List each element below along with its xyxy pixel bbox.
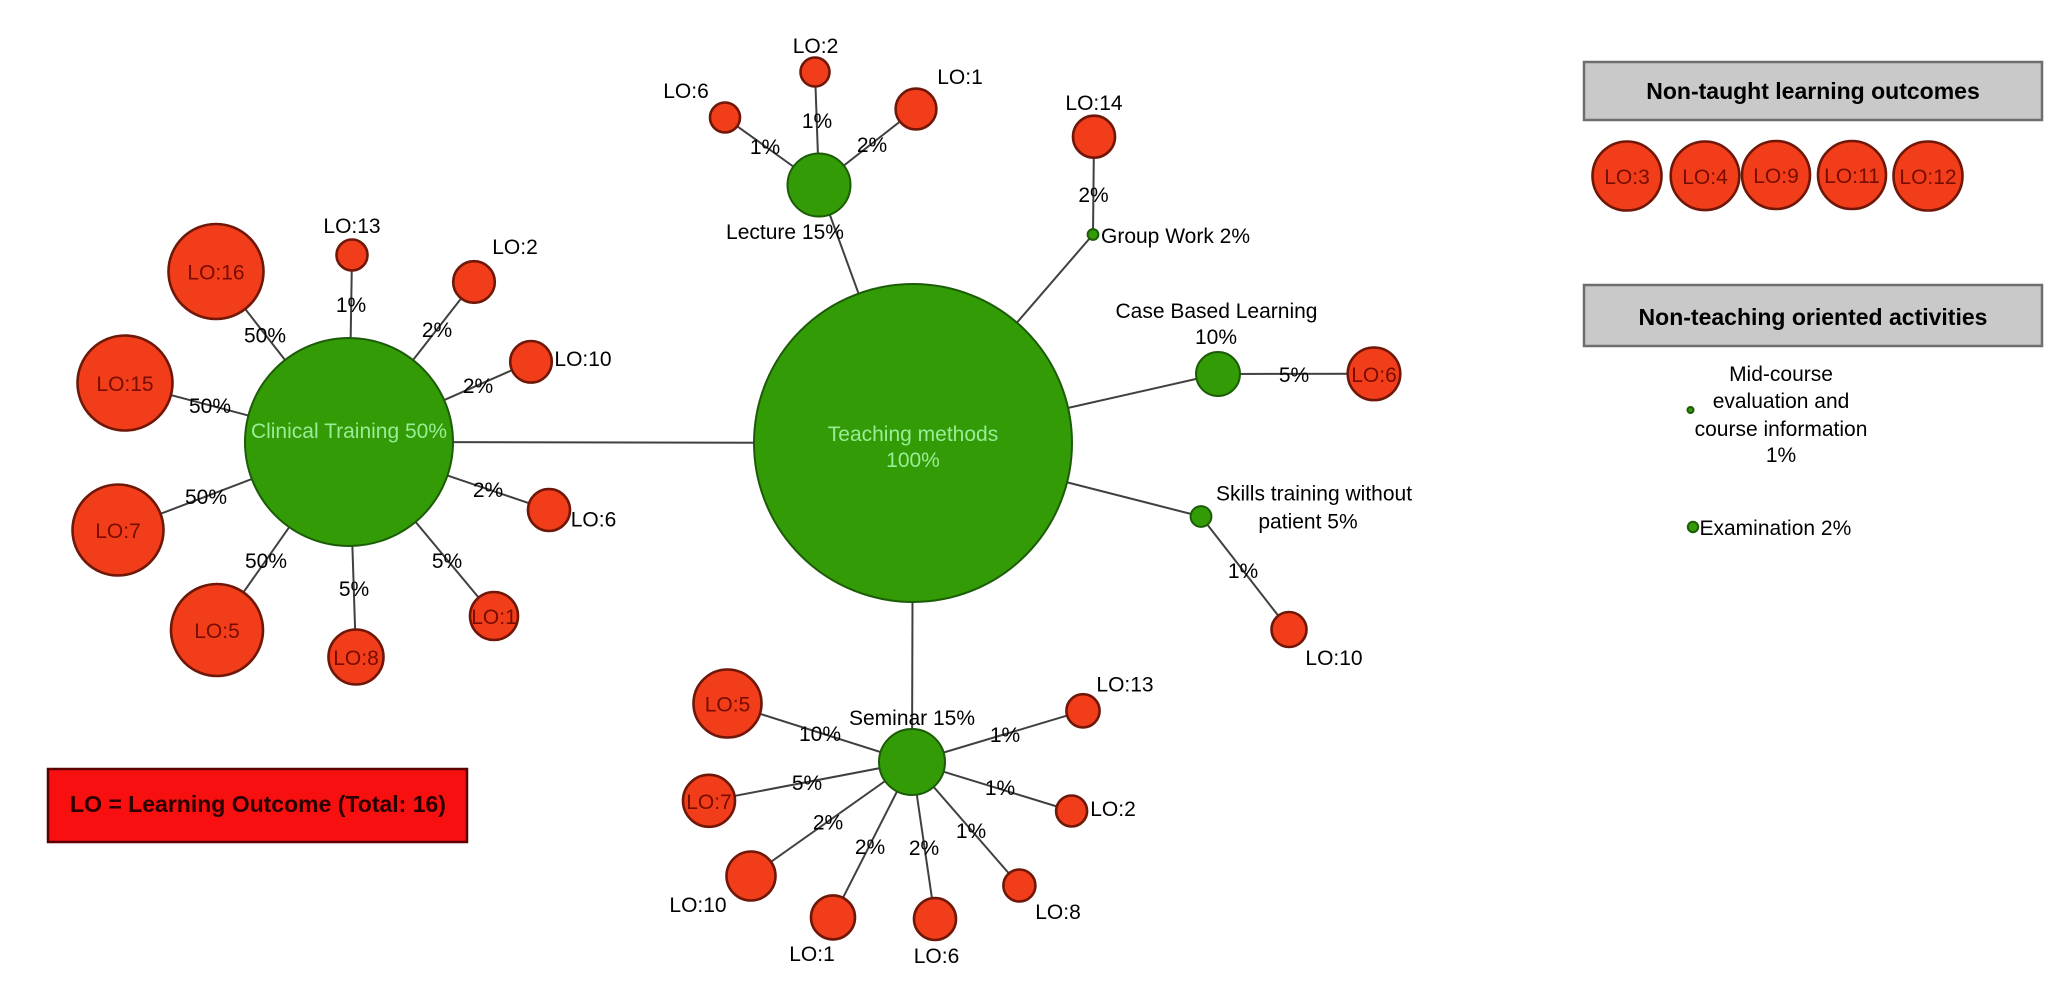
svg-text:Teaching methods: Teaching methods bbox=[828, 423, 998, 446]
svg-text:LO:10: LO:10 bbox=[1305, 647, 1362, 670]
svg-text:50%: 50% bbox=[244, 325, 286, 348]
svg-text:10%: 10% bbox=[1195, 326, 1237, 349]
svg-text:5%: 5% bbox=[792, 772, 822, 795]
svg-text:LO:14: LO:14 bbox=[1065, 92, 1123, 115]
svg-text:50%: 50% bbox=[185, 486, 227, 509]
svg-text:LO:8: LO:8 bbox=[333, 647, 379, 670]
svg-text:course information: course information bbox=[1695, 418, 1868, 441]
svg-text:LO:3: LO:3 bbox=[1604, 166, 1650, 189]
svg-text:LO:6: LO:6 bbox=[663, 80, 709, 103]
svg-text:2%: 2% bbox=[813, 812, 843, 835]
svg-text:1%: 1% bbox=[956, 820, 986, 843]
svg-text:LO:6: LO:6 bbox=[1351, 364, 1397, 387]
svg-text:LO:9: LO:9 bbox=[1753, 165, 1799, 188]
svg-text:Non-taught learning outcomes: Non-taught learning outcomes bbox=[1646, 78, 1980, 104]
svg-text:LO:11: LO:11 bbox=[1824, 165, 1880, 188]
svg-text:LO:4: LO:4 bbox=[1682, 166, 1728, 189]
svg-text:10%: 10% bbox=[799, 723, 841, 746]
svg-text:LO:15: LO:15 bbox=[96, 373, 153, 396]
svg-text:2%: 2% bbox=[857, 134, 887, 157]
svg-text:LO:1: LO:1 bbox=[789, 943, 835, 966]
svg-text:Examination 2%: Examination 2% bbox=[1700, 517, 1852, 540]
svg-text:5%: 5% bbox=[432, 550, 462, 573]
svg-text:1%: 1% bbox=[750, 136, 780, 159]
svg-text:LO:5: LO:5 bbox=[705, 694, 751, 717]
svg-text:1%: 1% bbox=[1766, 444, 1796, 467]
svg-text:LO:5: LO:5 bbox=[194, 620, 240, 643]
svg-text:LO = Learning Outcome (Total:: LO = Learning Outcome (Total: 16) bbox=[70, 791, 446, 817]
svg-text:1%: 1% bbox=[985, 777, 1015, 800]
svg-text:LO:10: LO:10 bbox=[554, 348, 611, 371]
svg-text:LO:6: LO:6 bbox=[914, 945, 960, 968]
svg-text:100%: 100% bbox=[886, 449, 940, 472]
svg-text:LO:10: LO:10 bbox=[669, 894, 726, 917]
svg-text:50%: 50% bbox=[245, 550, 287, 573]
svg-text:LO:8: LO:8 bbox=[1035, 901, 1081, 924]
svg-text:2%: 2% bbox=[909, 837, 939, 860]
svg-text:LO:12: LO:12 bbox=[1899, 166, 1956, 189]
svg-text:LO:7: LO:7 bbox=[95, 520, 141, 543]
svg-text:5%: 5% bbox=[339, 578, 369, 601]
svg-text:Seminar 15%: Seminar 15% bbox=[849, 707, 975, 730]
svg-text:evaluation and: evaluation and bbox=[1713, 390, 1850, 413]
svg-text:LO:6: LO:6 bbox=[571, 509, 617, 532]
svg-text:Clinical Training 50%: Clinical Training 50% bbox=[251, 420, 447, 443]
svg-text:1%: 1% bbox=[802, 110, 832, 133]
svg-text:2%: 2% bbox=[422, 319, 452, 342]
svg-text:2%: 2% bbox=[473, 479, 503, 502]
svg-text:Non-teaching oriented activiti: Non-teaching oriented activities bbox=[1639, 304, 1988, 330]
svg-text:Skills training without: Skills training without bbox=[1216, 483, 1412, 506]
svg-text:LO:2: LO:2 bbox=[1090, 798, 1136, 821]
svg-text:2%: 2% bbox=[855, 836, 885, 859]
svg-text:1%: 1% bbox=[1228, 560, 1258, 583]
svg-text:LO:16: LO:16 bbox=[187, 262, 244, 285]
svg-text:50%: 50% bbox=[189, 395, 231, 418]
svg-text:LO:13: LO:13 bbox=[1096, 674, 1153, 697]
svg-text:Lecture 15%: Lecture 15% bbox=[726, 221, 844, 244]
svg-text:LO:1: LO:1 bbox=[937, 66, 983, 89]
svg-text:1%: 1% bbox=[336, 294, 366, 317]
svg-text:patient 5%: patient 5% bbox=[1258, 511, 1357, 534]
svg-text:Group Work 2%: Group Work 2% bbox=[1101, 225, 1250, 248]
svg-text:1%: 1% bbox=[990, 724, 1020, 747]
svg-text:LO:1: LO:1 bbox=[471, 606, 517, 629]
svg-text:Case Based Learning: Case Based Learning bbox=[1116, 300, 1318, 323]
svg-text:Mid-course: Mid-course bbox=[1729, 363, 1833, 386]
svg-text:5%: 5% bbox=[1279, 364, 1309, 387]
svg-text:LO:13: LO:13 bbox=[323, 215, 380, 238]
svg-text:2%: 2% bbox=[1078, 184, 1108, 207]
svg-text:LO:2: LO:2 bbox=[793, 35, 839, 58]
svg-text:LO:2: LO:2 bbox=[492, 236, 538, 259]
svg-text:2%: 2% bbox=[463, 375, 493, 398]
svg-text:LO:7: LO:7 bbox=[686, 791, 732, 814]
